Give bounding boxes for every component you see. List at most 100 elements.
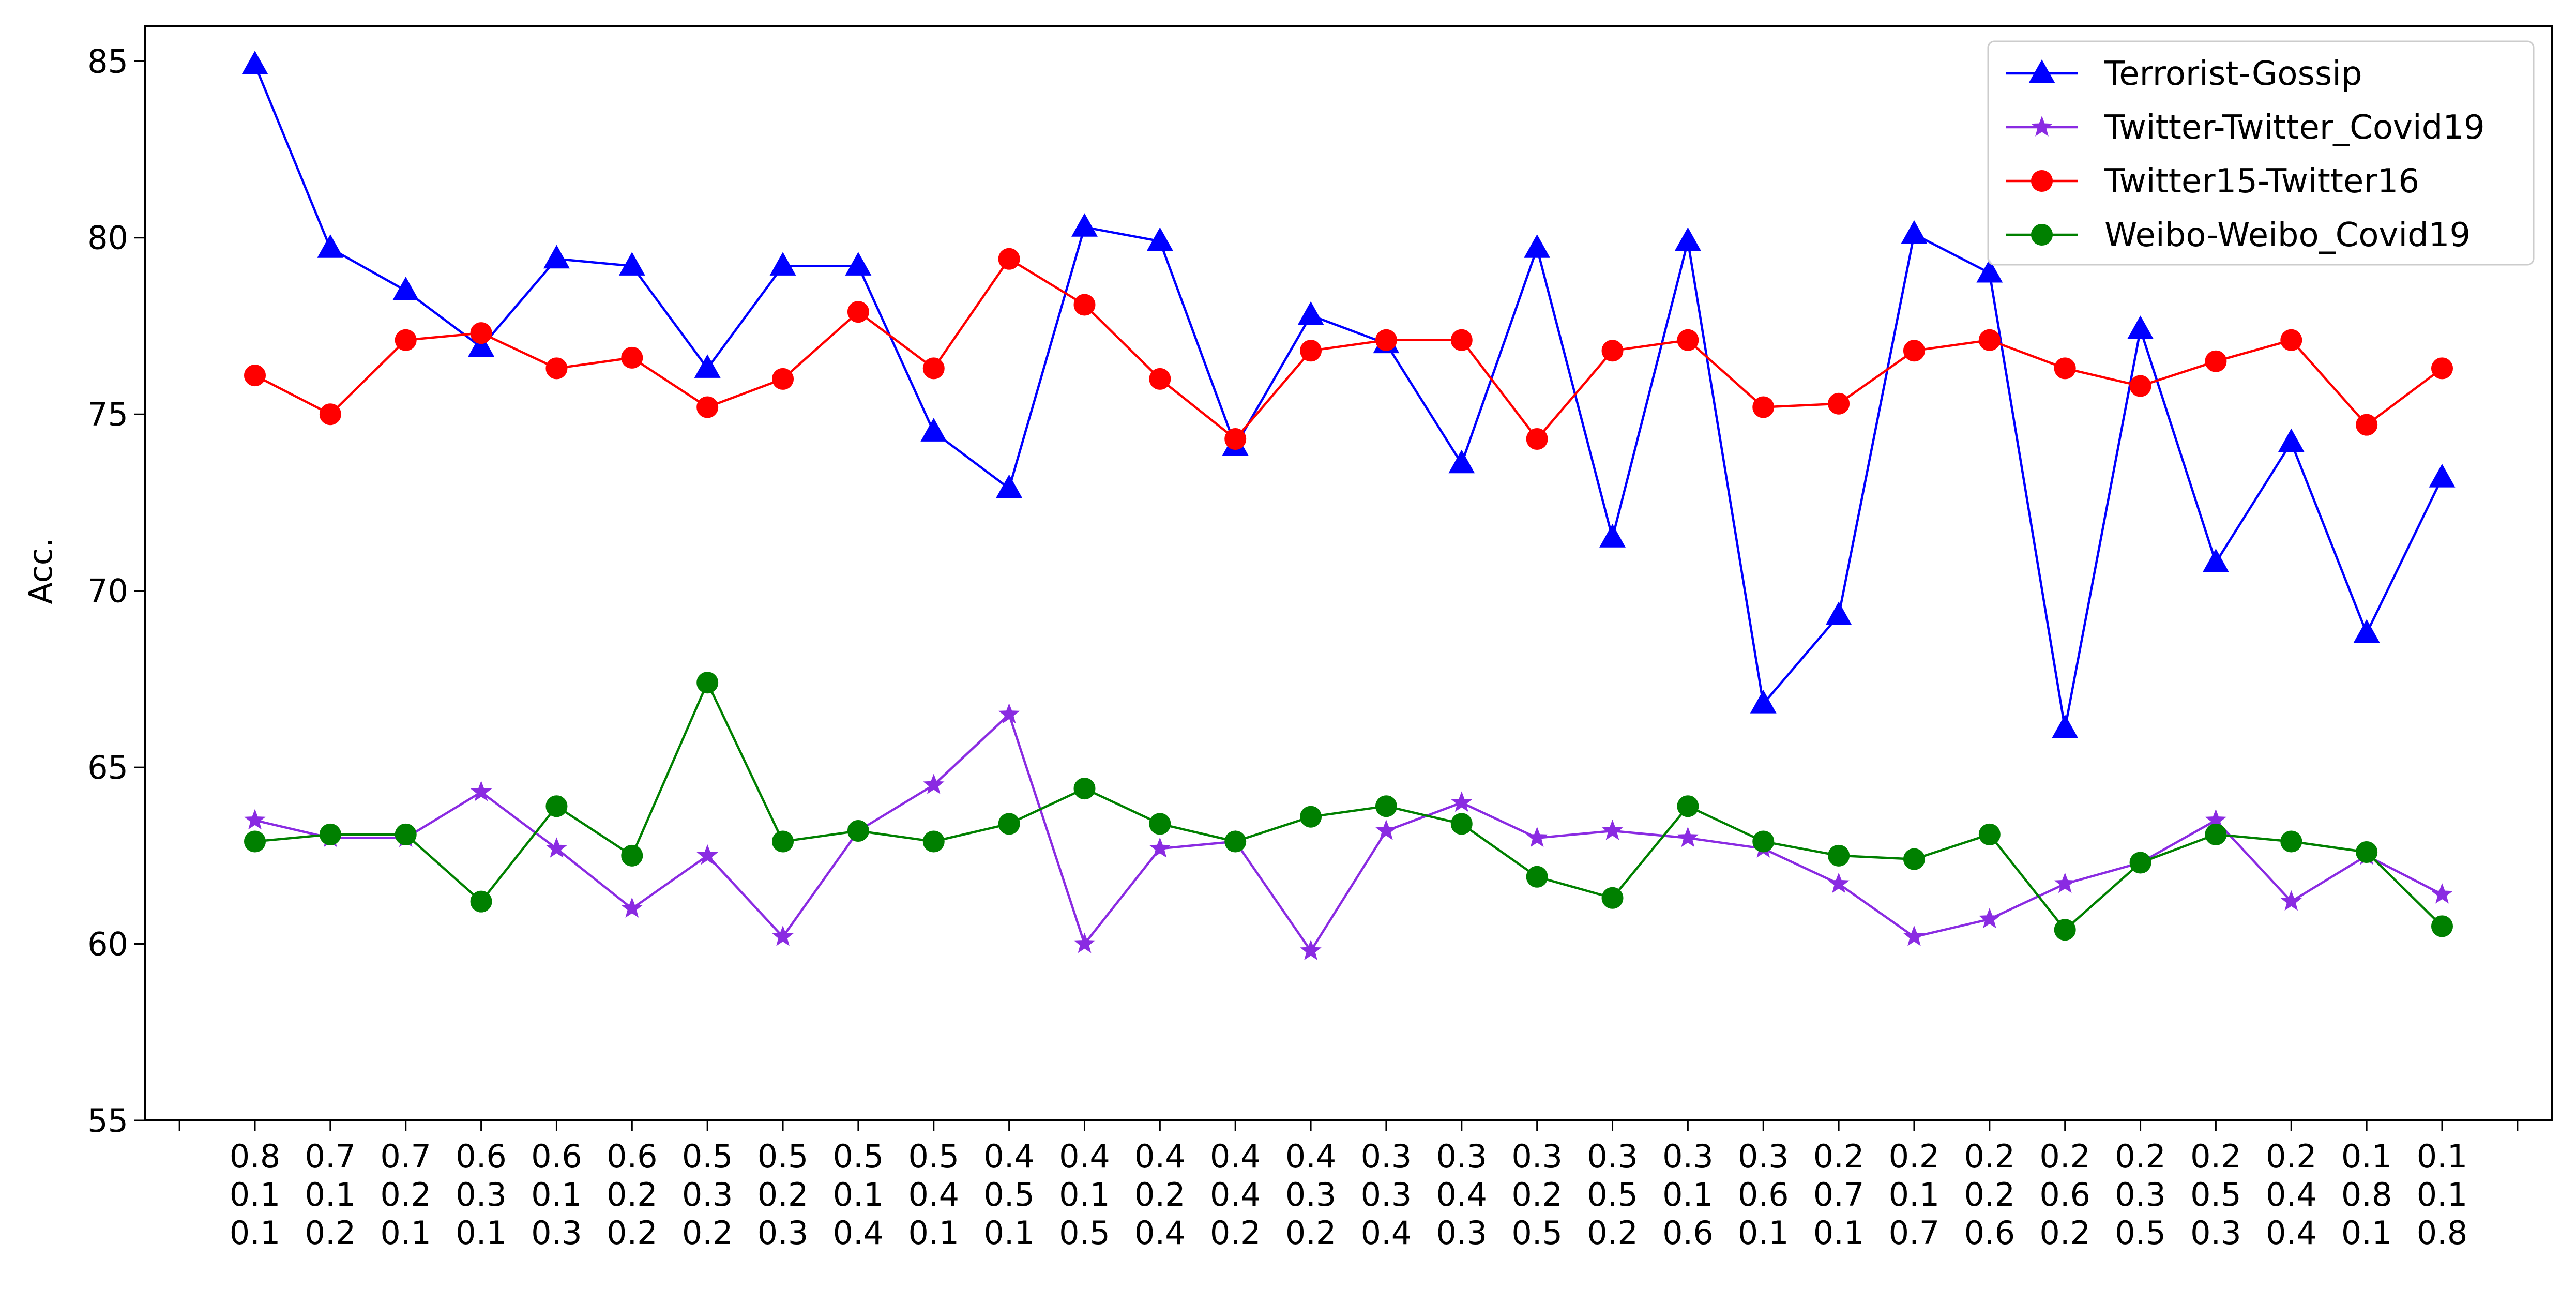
data-point-1-11: [1073, 932, 1096, 953]
x-tick-label-line: 0.1: [908, 1214, 959, 1252]
x-tick-label-line: 0.5: [908, 1138, 959, 1175]
data-point-1-12: [1149, 837, 1171, 858]
data-point-2-25: [2129, 375, 2151, 397]
data-point-2-0: [244, 365, 266, 387]
x-tick-label-line: 0.4: [908, 1176, 959, 1214]
x-tick-label-line: 0.2: [1889, 1138, 1940, 1175]
y-tick-label-1: 60: [87, 926, 128, 963]
data-point-2-26: [2205, 350, 2227, 372]
data-point-2-7: [772, 368, 794, 390]
data-point-0-17: [1524, 234, 1551, 258]
data-point-0-3: [468, 333, 495, 357]
data-point-0-26: [2202, 548, 2229, 572]
x-tick-label-line: 0.3: [1587, 1138, 1638, 1175]
data-point-3-29: [2431, 915, 2453, 937]
data-point-2-16: [1450, 329, 1473, 351]
x-tick-label-line: 0.3: [1361, 1138, 1412, 1175]
legend-marker-1: [2031, 116, 2053, 137]
x-tick-label-line: 0.2: [1813, 1138, 1865, 1175]
y-tick-label-5: 80: [87, 219, 128, 257]
data-point-0-7: [769, 252, 796, 276]
data-point-0-16: [1448, 449, 1475, 474]
x-tick-label-line: 0.1: [1662, 1176, 1714, 1214]
x-tick-label-line: 0.5: [2115, 1214, 2166, 1252]
data-point-1-6: [696, 844, 718, 865]
x-tick-label-line: 0.5: [1511, 1214, 1563, 1252]
series-line-3: [254, 681, 2443, 931]
data-point-2-10: [998, 248, 1020, 270]
x-tick-label-line: 0.1: [2417, 1138, 2468, 1175]
data-point-3-27: [2280, 830, 2302, 853]
x-tick-label-line: 0.4: [1210, 1176, 1261, 1214]
x-tick-label-10: 0.4 0.5 0.1: [983, 1138, 1035, 1252]
x-tick-label-line: 0.5: [2190, 1176, 2241, 1214]
data-point-2-8: [847, 301, 869, 323]
data-point-3-0: [244, 830, 266, 853]
x-tick-label-8: 0.5 0.1 0.4: [833, 1138, 884, 1252]
x-tick-label-line: 0.6: [2039, 1176, 2090, 1214]
x-tick-label-line: 0.5: [983, 1176, 1035, 1214]
x-tick-label-21: 0.2 0.7 0.1: [1813, 1138, 1865, 1252]
x-tick-label-line: 0.3: [1662, 1138, 1714, 1175]
data-point-3-11: [1073, 778, 1096, 800]
x-tick-label-line: 0.1: [2341, 1214, 2392, 1252]
x-tick-label-line: 0.6: [456, 1138, 507, 1175]
x-tick-label-line: 0.7: [1889, 1214, 1940, 1252]
x-tick-label-17: 0.3 0.2 0.5: [1511, 1138, 1563, 1252]
data-point-0-22: [1901, 220, 1928, 244]
data-point-1-23: [1979, 907, 2001, 929]
x-tick-label-27: 0.2 0.4 0.4: [2266, 1138, 2317, 1252]
data-point-0-28: [2353, 619, 2380, 643]
x-tick-label-line: 0.8: [230, 1138, 281, 1175]
x-tick-label-line: 0.4: [1285, 1138, 1337, 1175]
x-tick-label-line: 0.5: [757, 1138, 809, 1175]
data-point-1-7: [772, 926, 794, 946]
x-tick-label-line: 0.1: [983, 1214, 1035, 1252]
legend-marker-0: [2028, 59, 2055, 83]
plot-layer: [241, 51, 2456, 960]
legend-label-1: Twitter-Twitter_Covid19: [2104, 109, 2485, 147]
y-tick-label-4: 75: [87, 396, 128, 433]
x-tick-label-28: 0.1 0.8 0.1: [2341, 1138, 2392, 1252]
data-point-3-3: [470, 890, 492, 913]
data-point-1-5: [621, 897, 643, 918]
data-point-0-0: [241, 51, 268, 74]
data-point-3-12: [1149, 813, 1171, 835]
x-tick-label-line: 0.7: [380, 1138, 431, 1175]
x-tick-label-9: 0.5 0.4 0.1: [908, 1138, 959, 1252]
series-line-1: [254, 713, 2443, 952]
data-point-3-4: [545, 795, 568, 817]
x-tick-label-19: 0.3 0.1 0.6: [1662, 1138, 1714, 1252]
data-point-0-6: [694, 354, 721, 378]
x-tick-label-line: 0.4: [833, 1214, 884, 1252]
data-point-0-4: [543, 245, 570, 269]
x-tick-label-line: 0.2: [1210, 1214, 1261, 1252]
x-tick-label-4: 0.6 0.1 0.3: [531, 1138, 582, 1252]
x-tick-label-29: 0.1 0.1 0.8: [2417, 1138, 2468, 1252]
x-tick-label-line: 0.3: [531, 1214, 582, 1252]
data-point-2-18: [1601, 340, 1624, 362]
x-tick-label-15: 0.3 0.3 0.4: [1361, 1138, 1412, 1252]
data-point-3-8: [847, 820, 869, 842]
x-tick-label-line: 0.1: [833, 1176, 884, 1214]
data-point-1-19: [1677, 826, 1699, 847]
x-tick-label-line: 0.4: [983, 1138, 1035, 1175]
x-tick-label-0: 0.8 0.1 0.1: [230, 1138, 281, 1252]
data-point-0-23: [1976, 259, 2003, 283]
x-tick-label-line: 0.4: [1436, 1176, 1487, 1214]
x-tick-label-line: 0.2: [682, 1214, 733, 1252]
data-point-2-3: [470, 322, 492, 344]
data-point-2-15: [1375, 329, 1397, 351]
x-tick-label-25: 0.2 0.3 0.5: [2115, 1138, 2166, 1252]
x-tick-label-line: 0.3: [1436, 1214, 1487, 1252]
data-point-3-15: [1375, 795, 1397, 817]
y-axis-label: Acc.: [22, 537, 59, 604]
data-point-3-24: [2054, 919, 2076, 941]
x-tick-label-line: 0.3: [1436, 1138, 1487, 1175]
data-point-1-0: [244, 809, 266, 830]
x-tick-label-line: 0.1: [230, 1214, 281, 1252]
data-point-2-28: [2356, 414, 2378, 436]
x-tick-label-line: 0.2: [2190, 1138, 2241, 1175]
data-point-3-10: [998, 813, 1020, 835]
